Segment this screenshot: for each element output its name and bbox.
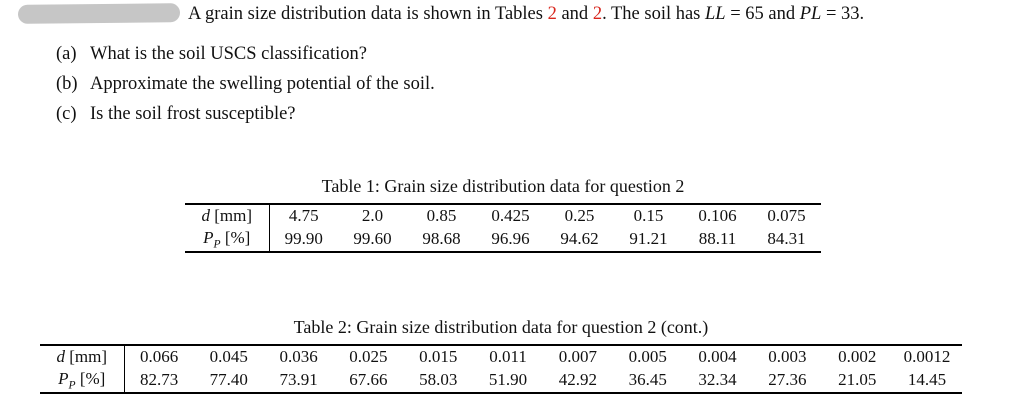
table-row: d [mm] 4.75 2.0 0.85 0.425 0.25 0.15 0.1…: [185, 204, 821, 227]
cell: 0.0012: [903, 347, 951, 366]
p-unit: [%]: [224, 228, 251, 247]
redaction-blob: [17, 3, 181, 24]
cell: 0.106: [698, 206, 737, 225]
question-c-text: Is the soil frost susceptible?: [90, 104, 296, 124]
grain-size-table-2: d [mm] 0.066 0.045 0.036 0.025 0.015 0.0…: [40, 344, 962, 395]
question-a-label: (a): [56, 44, 77, 64]
cell: 2.0: [361, 206, 384, 225]
cell: 99.60: [353, 229, 392, 249]
cell: 96.96: [491, 229, 530, 249]
cell: 0.007: [558, 347, 597, 366]
table-1-caption: Table 1: Grain size distribution data fo…: [321, 176, 685, 196]
cell: 58.03: [419, 370, 458, 390]
cell: 84.31: [767, 229, 806, 249]
intro-text-4: = 65 and: [725, 4, 800, 24]
cell: 42.92: [558, 370, 597, 390]
row-label-d: d [mm]: [40, 345, 125, 368]
cell: 51.90: [488, 370, 528, 390]
cell: 0.066: [140, 347, 179, 366]
cell: 0.015: [419, 347, 458, 366]
cell: 0.011: [489, 347, 527, 366]
cell: 0.25: [564, 206, 595, 225]
question-a-text: What is the soil USCS classification?: [90, 44, 367, 64]
cell: 91.21: [629, 229, 668, 249]
cell: 14.45: [907, 370, 947, 390]
p-variable: P: [58, 369, 69, 388]
cell: 82.73: [140, 370, 179, 390]
question-c: (c) Is the soil frost susceptible?: [56, 104, 435, 124]
table-ref-link-2[interactable]: 2: [592, 4, 603, 24]
question-c-label: (c): [56, 104, 77, 124]
table-row: PP [%] 99.90 99.60 98.68 96.96 94.62 91.…: [185, 227, 821, 253]
cell: 0.003: [768, 347, 807, 366]
cell: 0.005: [628, 347, 667, 366]
table-ref-link-1[interactable]: 2: [547, 4, 557, 24]
intro-text-3: . The soil has: [602, 4, 706, 24]
row-label-pp: PP [%]: [40, 368, 125, 394]
cell: 0.85: [426, 206, 457, 225]
ll-variable: LL: [705, 4, 726, 24]
row-label-pp: PP [%]: [185, 227, 270, 253]
intro-text-5: = 33.: [821, 4, 865, 24]
table-1-block: Table 1: Grain size distribution data fo…: [185, 176, 821, 254]
cell: 0.025: [349, 347, 388, 366]
cell: 0.425: [491, 206, 530, 225]
table-2-caption: Table 2: Grain size distribution data fo…: [293, 317, 709, 337]
question-b: (b) Approximate the swelling potential of…: [56, 74, 435, 94]
p-subscript: P: [213, 237, 221, 251]
cell: 67.66: [349, 370, 388, 390]
d-unit: [mm]: [214, 206, 253, 225]
table-2-block: Table 2: Grain size distribution data fo…: [40, 317, 962, 395]
cell: 0.004: [698, 347, 737, 366]
cell: 0.002: [838, 347, 877, 366]
cell: 21.05: [838, 370, 877, 390]
row-label-d: d [mm]: [185, 204, 270, 227]
cell: 36.45: [628, 370, 667, 390]
cell: 27.36: [768, 370, 807, 390]
p-subscript: P: [68, 378, 76, 392]
cell: 98.68: [422, 229, 461, 249]
cell: 94.62: [560, 229, 599, 249]
p-variable: P: [203, 228, 214, 247]
question-a: (a) What is the soil USCS classification?: [56, 44, 435, 64]
cell: 32.34: [698, 370, 737, 390]
cell: 4.75: [288, 206, 319, 225]
intro-line: A grain size distribution data is shown …: [17, 3, 865, 25]
cell: 0.075: [767, 206, 806, 225]
question-b-label: (b): [56, 74, 78, 94]
cell: 0.045: [209, 347, 248, 366]
grain-size-table-1: d [mm] 4.75 2.0 0.85 0.425 0.25 0.15 0.1…: [185, 203, 821, 254]
question-list: (a) What is the soil USCS classification?…: [56, 44, 435, 134]
d-variable: d: [56, 347, 65, 366]
intro-text-2: and: [556, 4, 593, 24]
table-row: d [mm] 0.066 0.045 0.036 0.025 0.015 0.0…: [40, 345, 962, 368]
cell: 0.036: [279, 347, 318, 366]
cell: 99.90: [284, 229, 323, 249]
cell: 73.91: [279, 370, 318, 390]
d-variable: d: [201, 206, 210, 225]
d-unit: [mm]: [69, 347, 108, 366]
cell: 0.15: [633, 206, 664, 225]
table-row: PP [%] 82.73 77.40 73.91 67.66 58.03 51.…: [40, 368, 962, 394]
cell: 88.11: [698, 229, 737, 249]
cell: 77.40: [209, 370, 248, 390]
intro-text-1: A grain size distribution data is shown …: [188, 4, 548, 24]
pl-variable: PL: [799, 4, 822, 24]
p-unit: [%]: [79, 369, 106, 388]
question-b-text: Approximate the swelling potential of th…: [90, 74, 435, 94]
